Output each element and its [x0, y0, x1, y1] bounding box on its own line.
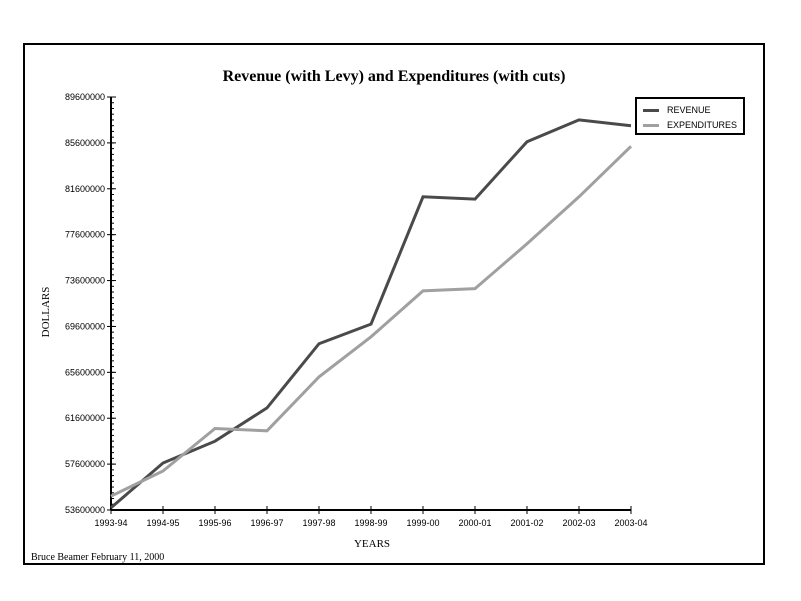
chart-legend: REVENUE EXPENDITURES: [635, 97, 745, 135]
y-tick-label: 65600000: [65, 367, 105, 377]
y-tick-label: 81600000: [65, 184, 105, 194]
x-tick-label: 2000-01: [458, 518, 491, 528]
x-tick-label: 1993-94: [94, 518, 127, 528]
x-axis-label: YEARS: [353, 538, 391, 550]
y-tick-label: 69600000: [65, 321, 105, 331]
legend-label-revenue: REVENUE: [667, 105, 711, 115]
chart-series-lines: [110, 118, 633, 509]
legend-swatch-revenue: [643, 108, 659, 112]
y-tick-label: 85600000: [65, 138, 105, 148]
x-tick-label: 1995-96: [198, 518, 231, 528]
x-tick-label: 1999-00: [406, 518, 439, 528]
y-tick-label: 53600000: [65, 505, 105, 515]
y-tick-label: 77600000: [65, 230, 105, 240]
x-tick-label: 1994-95: [146, 518, 179, 528]
y-tick-label: 73600000: [65, 276, 105, 286]
legend-swatch-expenditures: [643, 123, 659, 127]
series-line-expenditures: [110, 145, 633, 498]
series-line-revenue: [110, 118, 632, 509]
legend-item-revenue: REVENUE: [643, 104, 711, 116]
legend-label-expenditures: EXPENDITURES: [667, 120, 738, 130]
x-tick-label: 1997-98: [302, 518, 335, 528]
x-tick-label: 2003-04: [614, 518, 647, 528]
y-tick-label: 57600000: [65, 459, 105, 469]
chart-title: Revenue (with Levy) and Expenditures (wi…: [222, 68, 566, 85]
x-tick-label: 2001-02: [510, 518, 543, 528]
x-tick-label: 1998-99: [354, 518, 387, 528]
x-tick-label: 1996-97: [250, 518, 283, 528]
y-tick-label: 61600000: [65, 413, 105, 423]
author-date-note: Bruce Beamer February 11, 2000: [31, 552, 165, 563]
legend-item-expenditures: EXPENDITURES: [643, 119, 737, 131]
y-tick-label: 89600000: [65, 92, 105, 102]
x-tick-label: 2002-03: [562, 518, 595, 528]
chart-ticks: 53600000 57600000 61600000 65600000 69600000…: [65, 92, 648, 528]
